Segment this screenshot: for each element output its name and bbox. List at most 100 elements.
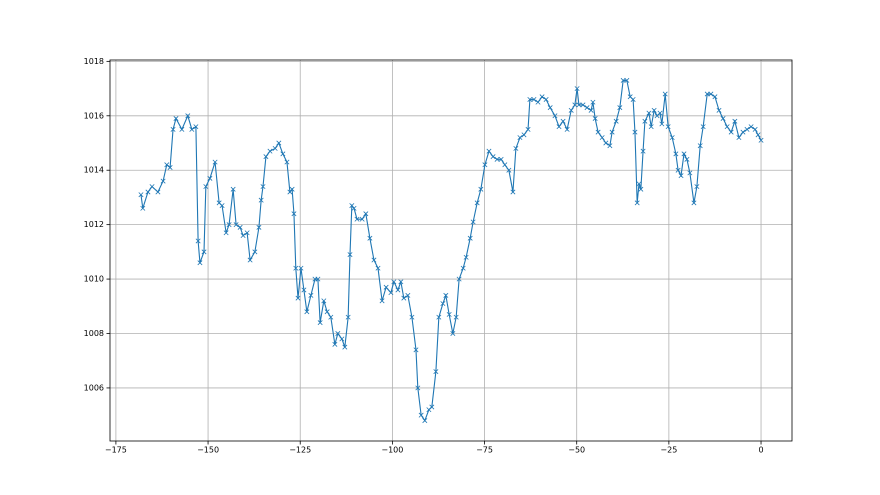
data-point: [478, 186, 484, 192]
axes-frame: [109, 59, 793, 442]
data-point: [308, 292, 314, 298]
data-point: [467, 235, 473, 241]
x-tick-label: 0: [758, 446, 763, 455]
data-point: [513, 145, 519, 151]
data-point: [506, 167, 512, 173]
data-point: [263, 154, 269, 160]
data-point: [659, 121, 665, 127]
data-point: [556, 124, 562, 130]
data-point: [456, 276, 462, 282]
data-point: [527, 96, 533, 102]
data-point: [740, 129, 746, 135]
data-point: [149, 184, 155, 190]
data-point: [436, 314, 442, 320]
data-point: [498, 156, 504, 162]
data-point: [237, 224, 243, 230]
data-point: [170, 126, 176, 132]
data-point: [648, 124, 654, 130]
data-point: [568, 107, 574, 113]
data-point: [590, 99, 596, 105]
data-point: [289, 186, 295, 192]
data-point: [138, 192, 144, 198]
data-point: [494, 156, 500, 162]
data-point: [167, 165, 173, 170]
data-point: [160, 178, 166, 184]
data-point: [363, 211, 369, 217]
y-tick-label: 1012: [84, 220, 104, 229]
data-point: [415, 385, 421, 391]
data-point: [219, 203, 225, 209]
data-point: [634, 200, 640, 206]
x-tick-label: −175: [105, 446, 127, 455]
data-point: [418, 412, 424, 418]
data-point: [367, 235, 373, 241]
data-point: [547, 105, 553, 111]
y-tick-label: 1014: [84, 166, 104, 175]
data-point: [179, 126, 185, 132]
data-point: [657, 110, 663, 116]
data-point: [301, 287, 307, 293]
data-point: [630, 96, 636, 102]
data-point: [592, 116, 598, 121]
data-point: [354, 216, 360, 222]
data-point: [599, 135, 605, 141]
data-point: [584, 105, 590, 111]
data-point: [470, 219, 476, 225]
data-point: [576, 102, 582, 108]
x-tick-label: −25: [660, 446, 677, 455]
x-tick-label: −150: [197, 446, 219, 455]
data-point: [276, 140, 282, 146]
data-point: [681, 151, 687, 157]
data-point: [401, 295, 407, 301]
x-tick-label: −100: [381, 446, 403, 455]
data-point: [345, 314, 351, 320]
data-point: [758, 137, 764, 143]
data-point: [379, 298, 385, 304]
data-point: [371, 257, 377, 263]
data-point: [398, 279, 404, 285]
data-point: [244, 230, 250, 236]
data-point: [267, 148, 273, 154]
data-point: [240, 233, 246, 239]
data-point: [145, 189, 151, 195]
data-point: [342, 344, 348, 350]
data-point: [675, 167, 681, 173]
data-point: [207, 175, 213, 181]
y-tick-label: 1016: [84, 111, 104, 120]
data-point: [543, 96, 549, 102]
data-point: [339, 336, 345, 342]
data-point: [617, 105, 623, 111]
y-tick-label: 1008: [84, 329, 104, 338]
x-tick-label: −50: [568, 446, 585, 455]
data-point: [646, 110, 652, 116]
data-point: [665, 124, 671, 130]
data-point: [446, 311, 452, 317]
data-point: [574, 86, 580, 92]
data-point: [298, 265, 304, 271]
data-point: [453, 314, 459, 320]
data-point: [272, 145, 278, 151]
data-point: [744, 126, 750, 132]
data-point: [383, 284, 389, 290]
data-point: [580, 102, 586, 108]
data-point: [429, 404, 435, 410]
data-point: [375, 265, 381, 271]
data-point: [651, 107, 657, 113]
data-point: [413, 347, 419, 353]
data-point: [321, 298, 327, 304]
data-point: [607, 143, 613, 149]
data-point: [443, 292, 449, 298]
data-point: [195, 238, 201, 244]
data-point: [720, 116, 726, 121]
data-point: [640, 148, 646, 154]
data-point: [572, 102, 578, 108]
data-point: [486, 148, 492, 154]
data-point: [252, 249, 258, 255]
data-point: [704, 91, 710, 97]
data-point: [258, 197, 264, 203]
data-point: [463, 254, 469, 260]
data-point: [164, 162, 170, 168]
data-point: [280, 151, 286, 157]
